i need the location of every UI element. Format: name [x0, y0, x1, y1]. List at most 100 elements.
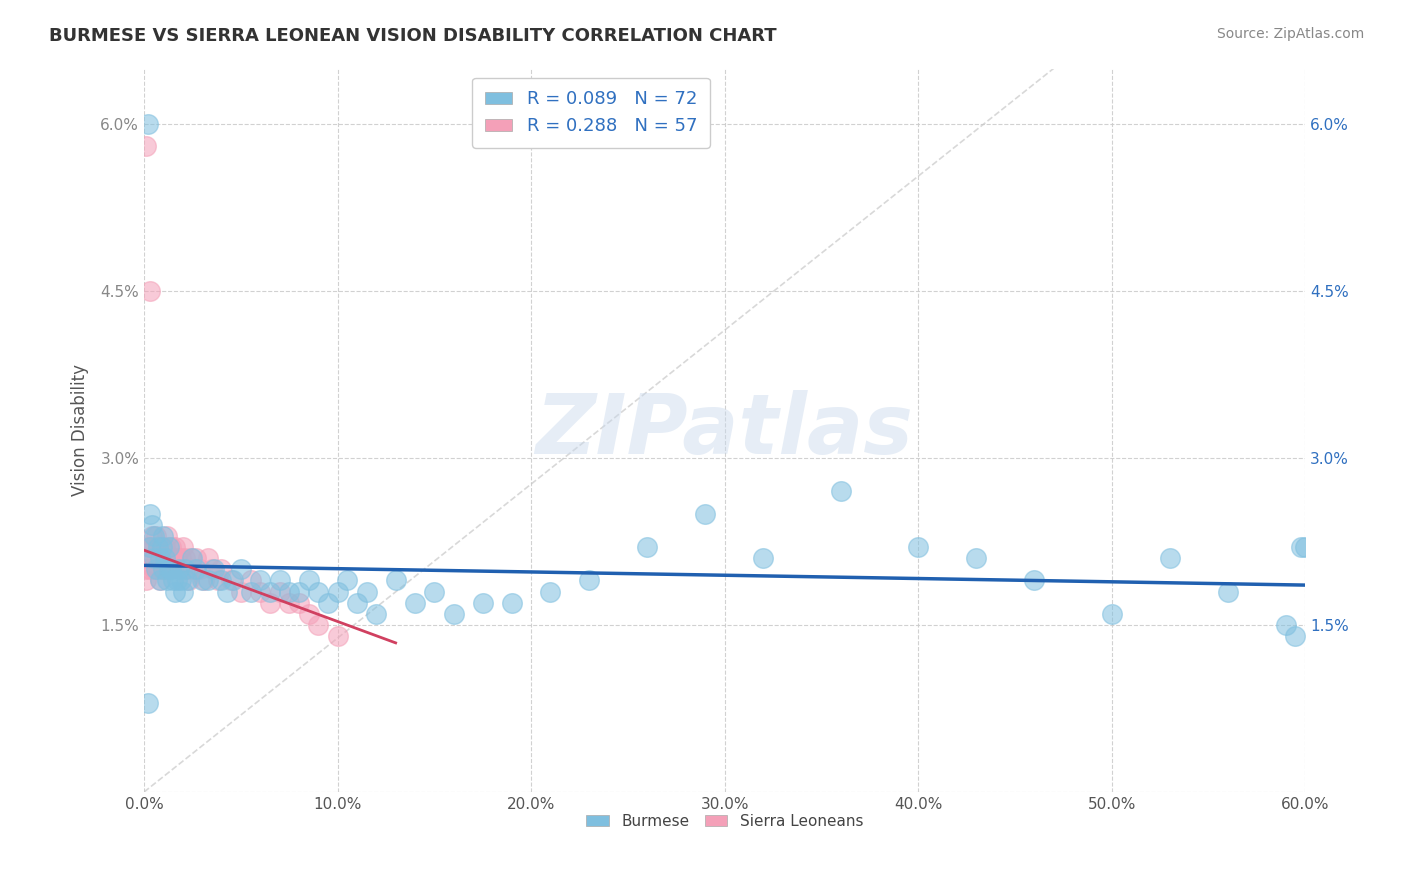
Point — [222, 574, 245, 588]
Point — [1159, 551, 1181, 566]
Point — [181, 551, 204, 566]
Point — [201, 562, 224, 576]
Point — [142, 562, 165, 576]
Point — [181, 562, 204, 576]
Point — [443, 607, 465, 621]
Point — [336, 574, 359, 588]
Point — [157, 540, 180, 554]
Point — [170, 574, 193, 588]
Point — [142, 551, 165, 566]
Point — [139, 284, 162, 298]
Point — [136, 117, 159, 131]
Point — [165, 584, 187, 599]
Point — [1284, 629, 1306, 643]
Point — [136, 551, 159, 566]
Point — [173, 551, 195, 566]
Point — [152, 562, 174, 576]
Point — [384, 574, 406, 588]
Point — [139, 562, 162, 576]
Point — [156, 574, 179, 588]
Point — [139, 507, 162, 521]
Point — [501, 596, 523, 610]
Point — [752, 551, 775, 566]
Point — [186, 562, 208, 576]
Point — [404, 596, 426, 610]
Point — [307, 618, 329, 632]
Point — [145, 551, 167, 566]
Point — [278, 584, 301, 599]
Point — [150, 540, 173, 554]
Point — [1274, 618, 1296, 632]
Point — [326, 584, 349, 599]
Point — [139, 540, 162, 554]
Point — [155, 540, 177, 554]
Point — [145, 529, 167, 543]
Point — [297, 574, 319, 588]
Point — [146, 540, 169, 554]
Point — [269, 574, 291, 588]
Point — [141, 529, 163, 543]
Point — [219, 574, 242, 588]
Point — [167, 562, 190, 576]
Point — [229, 584, 252, 599]
Point — [135, 562, 157, 576]
Point — [269, 584, 291, 599]
Point — [135, 574, 157, 588]
Point — [157, 551, 180, 566]
Point — [288, 596, 311, 610]
Point — [356, 584, 378, 599]
Point — [423, 584, 446, 599]
Point — [211, 574, 233, 588]
Point — [207, 574, 229, 588]
Point — [316, 596, 339, 610]
Point — [156, 529, 179, 543]
Point — [239, 574, 262, 588]
Point — [907, 540, 929, 554]
Point — [173, 562, 195, 576]
Point — [259, 584, 281, 599]
Point — [167, 562, 190, 576]
Point — [695, 507, 717, 521]
Point — [180, 551, 202, 566]
Point — [162, 574, 184, 588]
Point — [148, 574, 170, 588]
Point — [165, 540, 187, 554]
Point — [830, 484, 852, 499]
Point — [172, 540, 194, 554]
Point — [211, 562, 233, 576]
Point — [193, 574, 215, 588]
Point — [326, 629, 349, 643]
Point — [156, 562, 179, 576]
Point — [170, 551, 193, 566]
Y-axis label: Vision Disability: Vision Disability — [72, 364, 89, 496]
Point — [135, 139, 157, 153]
Point — [1216, 584, 1239, 599]
Point — [160, 562, 183, 576]
Point — [155, 551, 177, 566]
Point — [197, 574, 219, 588]
Point — [145, 562, 167, 576]
Point — [176, 574, 198, 588]
Point — [142, 529, 165, 543]
Point — [307, 584, 329, 599]
Point — [278, 596, 301, 610]
Point — [148, 551, 170, 566]
Point — [217, 584, 239, 599]
Point — [965, 551, 987, 566]
Point — [152, 562, 174, 576]
Point — [160, 562, 183, 576]
Point — [176, 562, 198, 576]
Point — [578, 574, 600, 588]
Point — [188, 562, 211, 576]
Text: ZIPatlas: ZIPatlas — [536, 390, 914, 471]
Point — [186, 551, 208, 566]
Point — [538, 584, 561, 599]
Point — [142, 540, 165, 554]
Point — [160, 540, 183, 554]
Point — [172, 584, 194, 599]
Point — [141, 517, 163, 532]
Point — [249, 574, 271, 588]
Text: Source: ZipAtlas.com: Source: ZipAtlas.com — [1216, 27, 1364, 41]
Point — [152, 529, 174, 543]
Point — [197, 551, 219, 566]
